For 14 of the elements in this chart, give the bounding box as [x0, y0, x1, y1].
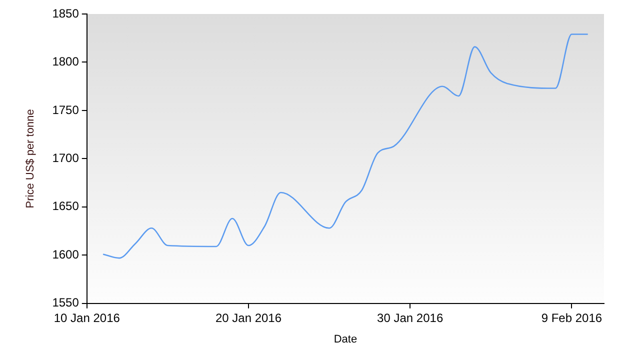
x-tick-label: 9 Feb 2016 — [541, 310, 602, 325]
x-axis-title: Date — [334, 333, 358, 346]
x-tick-label: 10 Jan 2016 — [54, 310, 120, 325]
y-tick-label: 1800 — [52, 54, 80, 69]
y-tick-label: 1550 — [52, 296, 80, 310]
y-tick-label: 1700 — [52, 151, 80, 166]
y-tick-label: 1650 — [52, 199, 80, 214]
y-tick-label: 1600 — [52, 247, 80, 262]
y-tick-label: 1750 — [52, 102, 80, 117]
line-series — [102, 34, 588, 259]
x-tick-label: 30 Jan 2016 — [377, 310, 444, 325]
y-axis-title: Price US$ per tonne — [24, 109, 37, 208]
x-tick-label: 20 Jan 2016 — [215, 310, 282, 325]
y-tick-label: 1850 — [52, 6, 80, 20]
